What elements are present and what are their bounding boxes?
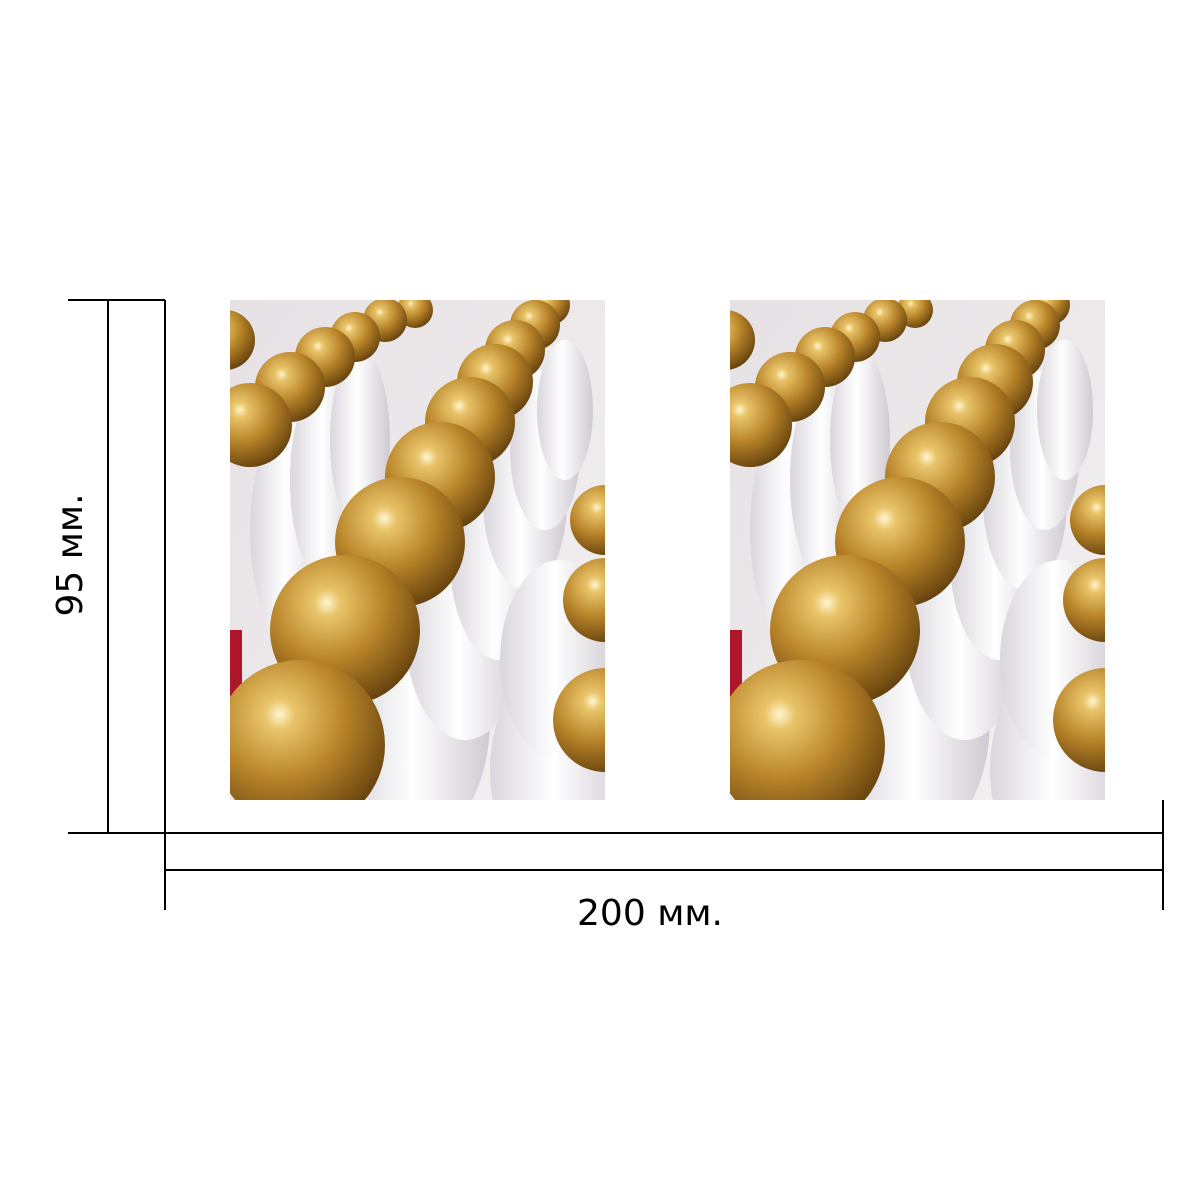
height-dimension: 95 мм. (50, 299, 166, 834)
height-label: 95 мм. (50, 493, 91, 616)
product-photo (695, 285, 1157, 950)
width-dimension: 200 мм. (164, 800, 1164, 934)
width-label: 200 мм. (577, 893, 723, 934)
product-photo (195, 285, 657, 950)
